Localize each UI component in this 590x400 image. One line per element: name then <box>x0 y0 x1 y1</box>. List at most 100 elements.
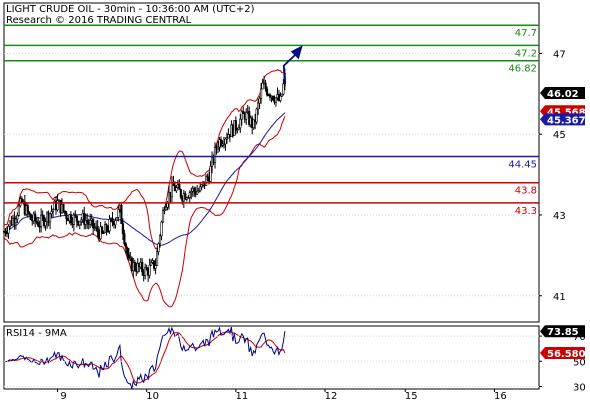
candle-body <box>234 120 237 131</box>
candle-body <box>51 209 55 212</box>
x-tick-label-0: 9 <box>60 391 66 400</box>
price-levels: 47.7 47.2 46.82 44.45 43.8 43.3 <box>4 24 539 217</box>
candle <box>213 142 217 169</box>
candle-body <box>4 230 7 234</box>
candle <box>40 208 43 233</box>
price-tag-label-2: 45.3674 <box>547 115 590 126</box>
candle-body <box>127 254 130 259</box>
candle <box>164 202 168 211</box>
candle-body <box>111 218 114 223</box>
candle-body <box>72 214 75 225</box>
candle-body <box>123 233 126 245</box>
candle <box>75 215 78 228</box>
candle-body <box>260 88 263 99</box>
candle <box>153 260 156 271</box>
candle <box>155 247 159 266</box>
candle <box>184 191 187 200</box>
level-label-4: 43.8 <box>515 186 537 197</box>
candle <box>126 246 129 260</box>
target-arrow <box>282 45 303 86</box>
candle-body <box>163 209 166 212</box>
candle-body <box>14 218 17 223</box>
rsi-line <box>5 326 286 390</box>
candle-body <box>120 204 123 224</box>
candle <box>236 127 239 134</box>
rsi-tag-bg-1 <box>540 346 585 359</box>
candle <box>175 184 178 193</box>
candle <box>41 210 44 221</box>
candle <box>78 221 81 230</box>
candle-body <box>199 186 202 192</box>
candle <box>260 82 263 104</box>
candle-body <box>56 200 59 211</box>
candle-body <box>80 219 83 223</box>
candle <box>279 92 282 103</box>
candle-body <box>196 191 199 195</box>
candle-body <box>17 205 20 216</box>
candle <box>252 119 255 130</box>
candle <box>26 202 29 218</box>
candle <box>199 181 202 193</box>
candle <box>154 258 157 275</box>
candle-body <box>148 264 151 276</box>
candle <box>102 230 105 234</box>
candle <box>124 242 127 254</box>
candle <box>101 225 104 235</box>
candle <box>224 137 227 151</box>
price-tag-label-0: 46.02 <box>547 89 579 100</box>
candle-body <box>280 93 283 97</box>
candle <box>261 78 264 90</box>
rsi-tag-label-1: 56.5801 <box>547 349 590 360</box>
candle-body <box>43 216 46 227</box>
candle <box>205 174 208 187</box>
candle-body <box>271 95 275 101</box>
candle <box>115 217 119 221</box>
candle-body <box>86 220 89 223</box>
rsi-panel <box>3 325 540 390</box>
candle-body <box>63 210 67 214</box>
candle-body <box>245 112 248 120</box>
candle <box>196 185 199 195</box>
candle-body <box>179 189 182 198</box>
candle <box>92 218 95 236</box>
candle-body <box>26 205 29 213</box>
candle-body <box>158 235 162 245</box>
candle-body <box>255 108 258 123</box>
candle <box>28 211 31 216</box>
candle <box>105 223 108 236</box>
candle-body <box>197 190 200 193</box>
candle <box>245 108 248 125</box>
candle-body <box>252 119 255 128</box>
candle-body <box>225 137 228 140</box>
candle-body <box>264 82 267 90</box>
candle-body <box>224 138 227 145</box>
candle-body <box>117 209 120 218</box>
bollinger-lower <box>3 116 286 308</box>
candle <box>34 210 37 228</box>
candle-body <box>240 111 243 120</box>
candle-body <box>92 218 95 229</box>
rsi-tag-label-0: 73.85 <box>547 327 579 338</box>
candle-body <box>188 192 191 198</box>
price-tag-bg-0 <box>540 87 585 100</box>
y-tick-label-0: 41 <box>553 292 566 303</box>
candle <box>188 190 191 204</box>
candle <box>200 184 203 191</box>
candle-body <box>164 206 168 211</box>
candle-body <box>239 118 242 129</box>
candle <box>280 93 283 98</box>
candle <box>219 136 223 149</box>
candle-body <box>190 191 193 193</box>
candle <box>106 225 110 234</box>
candle-body <box>35 220 38 223</box>
candle-body <box>282 83 285 95</box>
candle <box>160 220 163 241</box>
candle-body <box>141 262 144 273</box>
candle <box>48 213 52 230</box>
candle-body <box>124 243 127 249</box>
candle-body <box>126 247 129 256</box>
y-tick-label-3: 47 <box>553 49 566 60</box>
candle-body <box>144 267 147 276</box>
candle-body <box>28 211 31 215</box>
